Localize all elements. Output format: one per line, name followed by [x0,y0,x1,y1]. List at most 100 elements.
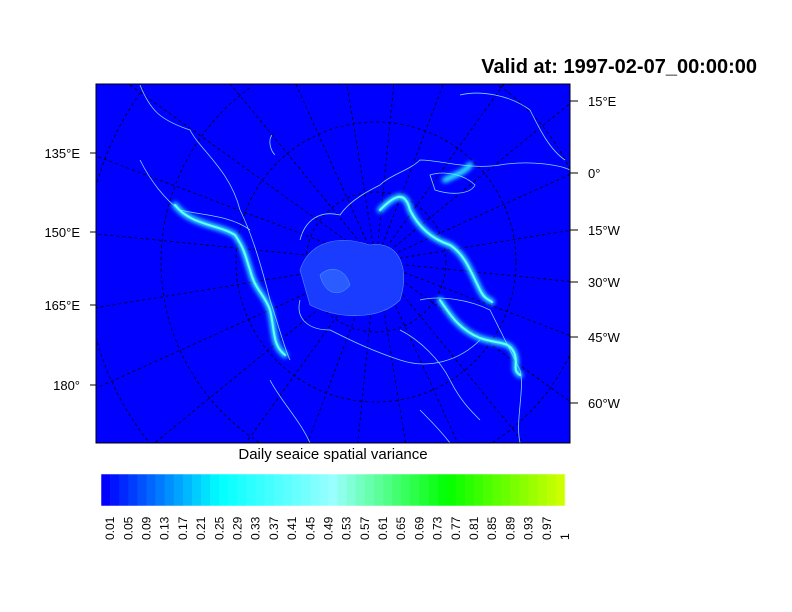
colorbar-label: 0.77 [449,516,463,540]
colorbar-box [273,474,284,506]
right-lon-label: 30°W [588,275,620,290]
colorbar-label: 0.85 [485,516,499,540]
colorbar-box [264,474,275,506]
right-lon-label: 15°E [588,94,617,109]
colorbar-box [255,474,266,506]
colorbar-box [101,474,111,506]
colorbar-label: 0.61 [376,516,390,540]
meridian-line [375,261,570,336]
colorbar-label: 0.45 [303,516,317,540]
plot-title: Valid at: 1997-02-07_00:00:00 [481,56,757,78]
right-lon-label: 0° [588,166,601,181]
colorbar-box [246,474,256,506]
colorbar-box [219,474,229,506]
colorbar-box [510,474,520,506]
colorbar-label: 0.13 [158,516,172,540]
colorbar-box [383,474,393,506]
right-lon-label: 45°W [588,330,620,345]
colorbar-box [392,474,402,506]
colorbar-box [337,474,347,506]
axis-ticks [90,100,578,404]
colorbar-box [555,474,566,506]
colorbar-box [164,474,175,506]
parallel-line [160,85,570,443]
colorbar-box [455,474,466,506]
colorbar-box [119,474,129,506]
parallel-line [96,87,148,441]
colorbar-box [191,474,202,506]
meridian-line [230,84,377,263]
colorbar-label: 0.01 [103,516,117,540]
colorbar-box [492,474,502,506]
colorbar-box [528,474,539,506]
meridian-line [295,84,377,263]
colorbar-label: 0.25 [212,516,226,540]
colorbar-box [182,474,193,506]
meridian-line [346,84,377,263]
colorbar-box [464,474,475,506]
colorbar-box [301,474,311,506]
left-lon-label: 180° [53,378,80,393]
colorbar-frame [100,473,566,507]
colorbar-box [310,474,320,506]
colorbar-label: 0.37 [267,516,281,540]
meridian-line [96,261,377,309]
colorbar-box [401,474,411,506]
colorbar-box [137,474,147,506]
colorbar-label: 0.49 [321,516,335,540]
ice-edge-variance-bands [172,162,523,378]
colorbar-box [501,474,511,506]
colorbar-box [228,474,238,506]
colorbar-label: 0.97 [540,516,554,540]
colorbar-box [155,474,165,506]
colorbar-label: 0.09 [139,516,153,540]
colorbar-label: 0.57 [358,516,372,540]
colorbar-label: 0.93 [522,516,536,540]
meridian-line [128,84,377,263]
colorbar-box [419,474,429,506]
colorbar-box [483,474,493,506]
right-lon-label: 60°W [588,396,620,411]
colorbar-label: 0.41 [285,516,299,540]
colorbar-label: 0.21 [194,516,208,540]
colorbar-box [364,474,375,506]
colorbar-box [237,474,247,506]
colorbar-box [146,474,156,506]
colorbar-box [474,474,484,506]
parallel-line [235,121,517,403]
colorbar-label: 0.05 [121,516,135,540]
colorbar-box [437,474,448,506]
plot-frame [95,83,571,444]
parallel-line [305,191,447,333]
colorbar-box [210,474,220,506]
colorbar-box [428,474,438,506]
colorbar-box [355,474,366,506]
colorbar-label: 0.69 [412,516,426,540]
colorbar-caption: Daily seaice spatial variance [238,446,428,463]
colorbar-box [519,474,529,506]
right-lon-label: 15°W [588,223,620,238]
central-arctic-variance [299,240,404,316]
colorbar-box [537,474,548,506]
left-lon-label: 150°E [44,225,80,240]
colorbar-box [110,474,120,506]
colorbar-label: 0.53 [340,516,354,540]
colorbar-label: 0.29 [230,516,244,540]
colorbar-label: 0.81 [467,516,481,540]
colorbar-box [346,474,357,506]
colorbar-label: 1 [558,533,572,540]
colorbar: 0.01 0.05 0.09 0.13 0.17 0.21 0.25 0.29 0.33 0.37… [100,473,572,540]
left-lon-label: 135°E [44,146,80,161]
colorbar-box [373,474,384,506]
colorbar-box [546,474,557,506]
left-lon-label: 165°E [44,298,80,313]
meridian-line [375,261,570,402]
colorbar-box [128,474,138,506]
colorbar-label: 0.65 [394,516,408,540]
colorbar-box [410,474,420,506]
colorbar-box [328,474,338,506]
meridian-line [96,233,377,263]
colorbar-label: 0.17 [176,516,190,540]
meridian-line [375,229,570,263]
